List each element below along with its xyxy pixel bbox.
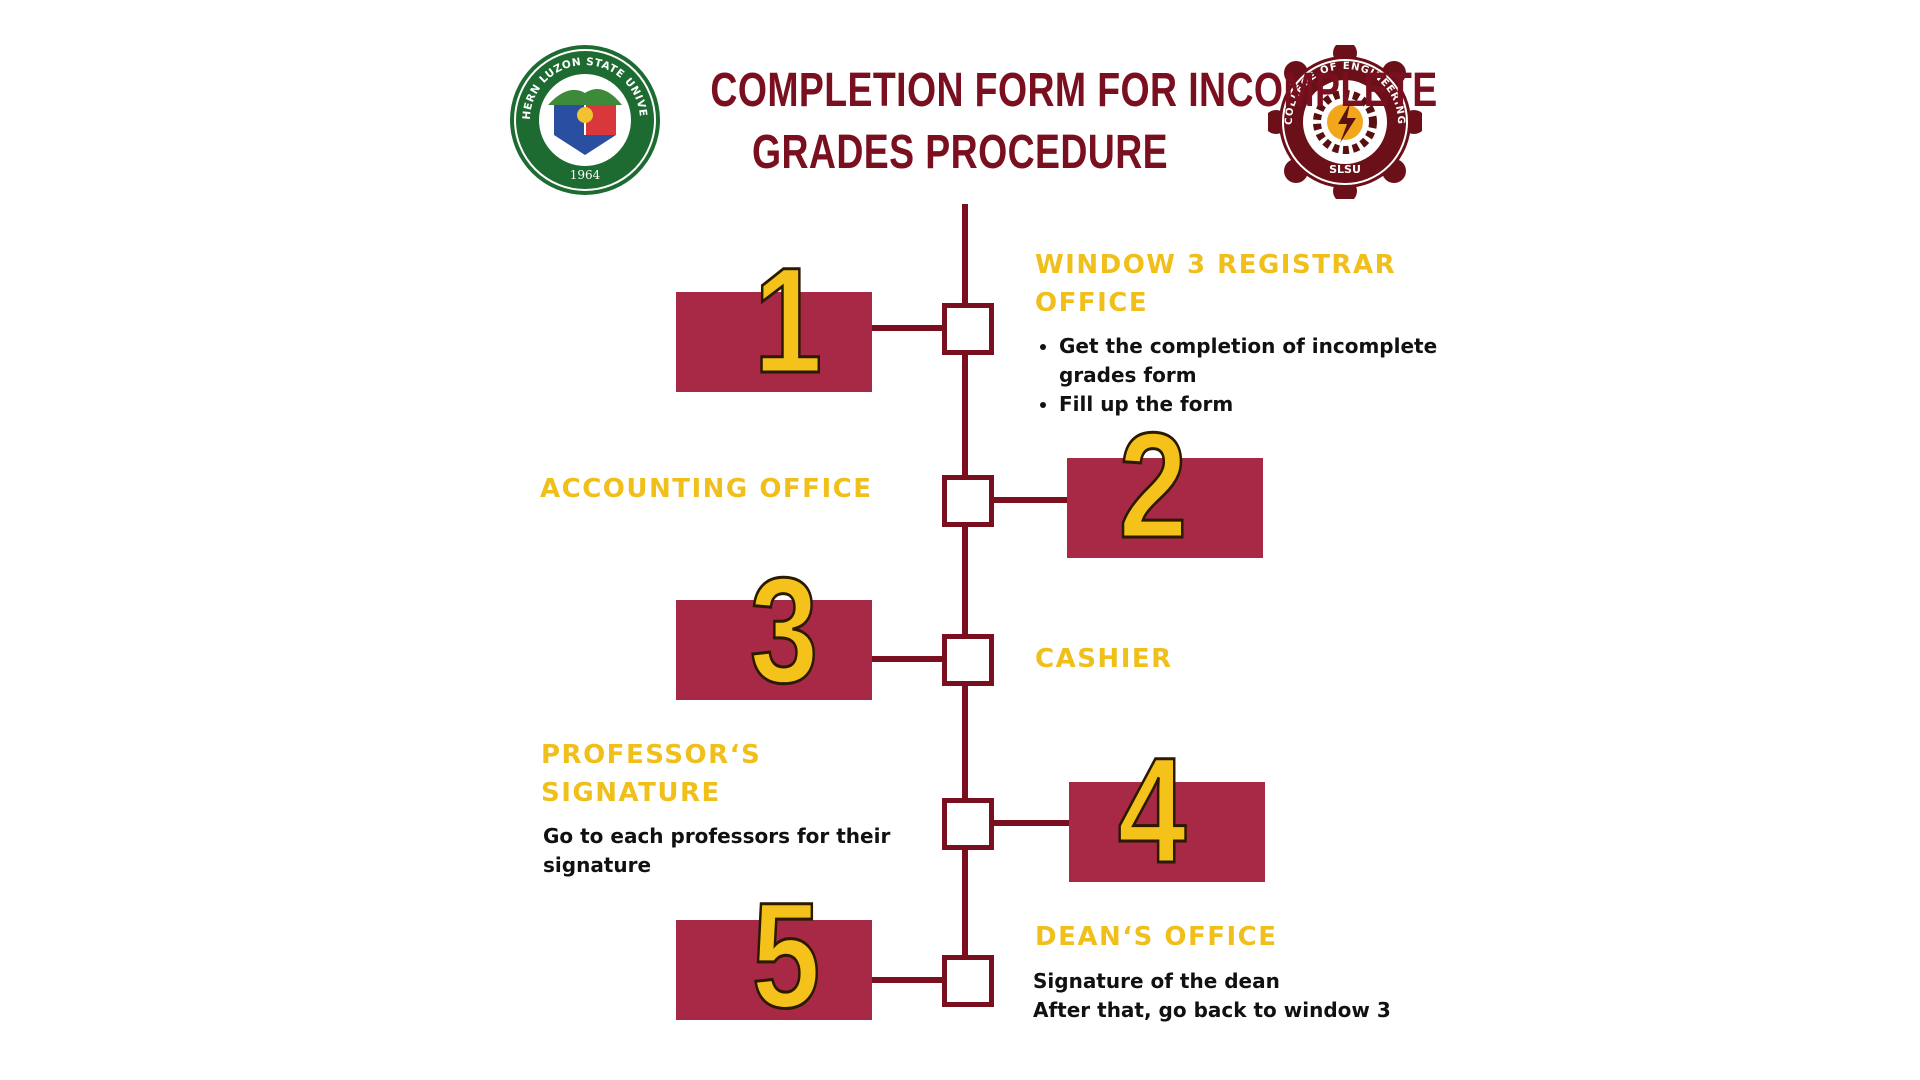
step-1-bullet-list: Get the completion of incomplete grades … <box>1035 332 1479 419</box>
step-5-description: Signature of the dean After that, go bac… <box>1033 969 1391 1022</box>
step-1-node <box>942 303 994 355</box>
step-2-node <box>942 475 994 527</box>
step-4-description: Go to each professors for their signatur… <box>543 824 891 877</box>
step-1-number: 1 <box>753 236 824 404</box>
step-3-node <box>942 634 994 686</box>
step-5-connector <box>872 977 942 983</box>
step-3-heading: CASHIER <box>1035 644 1173 674</box>
list-item: Get the completion of incomplete grades … <box>1059 332 1479 390</box>
step-3-number: 3 <box>749 546 820 714</box>
left-seal-year: 1964 <box>570 168 601 182</box>
step-4-number: 4 <box>1117 726 1188 894</box>
step-3-block <box>676 600 872 700</box>
step-3-connector <box>872 656 942 662</box>
page-title: COMPLETION FORM FOR INCOMPLETE GRADES PR… <box>710 60 1438 184</box>
step-4-block <box>1069 782 1265 882</box>
right-seal-subtext: SLSU <box>1329 163 1361 176</box>
southern-luzon-state-university-seal: SOUTHERN LUZON STATE UNIVERSITY 1964 <box>508 43 660 195</box>
step-2-block <box>1067 458 1263 558</box>
step-5-block <box>676 920 872 1020</box>
step-5-heading: DEAN‘S OFFICE <box>1035 922 1278 952</box>
step-5-number: 5 <box>751 871 822 1039</box>
step-4-heading: PROFESSOR‘S SIGNATURE <box>541 740 762 808</box>
step-1-connector <box>872 325 942 331</box>
step-4-connector <box>993 820 1069 826</box>
timeline-spine <box>962 204 968 976</box>
step-2-heading: ACCOUNTING OFFICE <box>540 474 873 504</box>
list-item: Fill up the form <box>1059 390 1479 419</box>
step-4-node <box>942 798 994 850</box>
step-2-number: 2 <box>1118 401 1189 569</box>
college-of-engineering-seal: COLLEGE OF ENGINEERING SLSU <box>1268 45 1422 199</box>
step-5-node <box>942 955 994 1007</box>
step-2-connector <box>993 497 1067 503</box>
step-1-block <box>676 292 872 392</box>
title-line-2: GRADES PROCEDURE <box>751 126 1169 179</box>
step-1-heading: WINDOW 3 REGISTRAR OFFICE <box>1035 250 1397 318</box>
title-line-1: COMPLETION FORM FOR INCOMPLETE <box>710 64 1438 117</box>
